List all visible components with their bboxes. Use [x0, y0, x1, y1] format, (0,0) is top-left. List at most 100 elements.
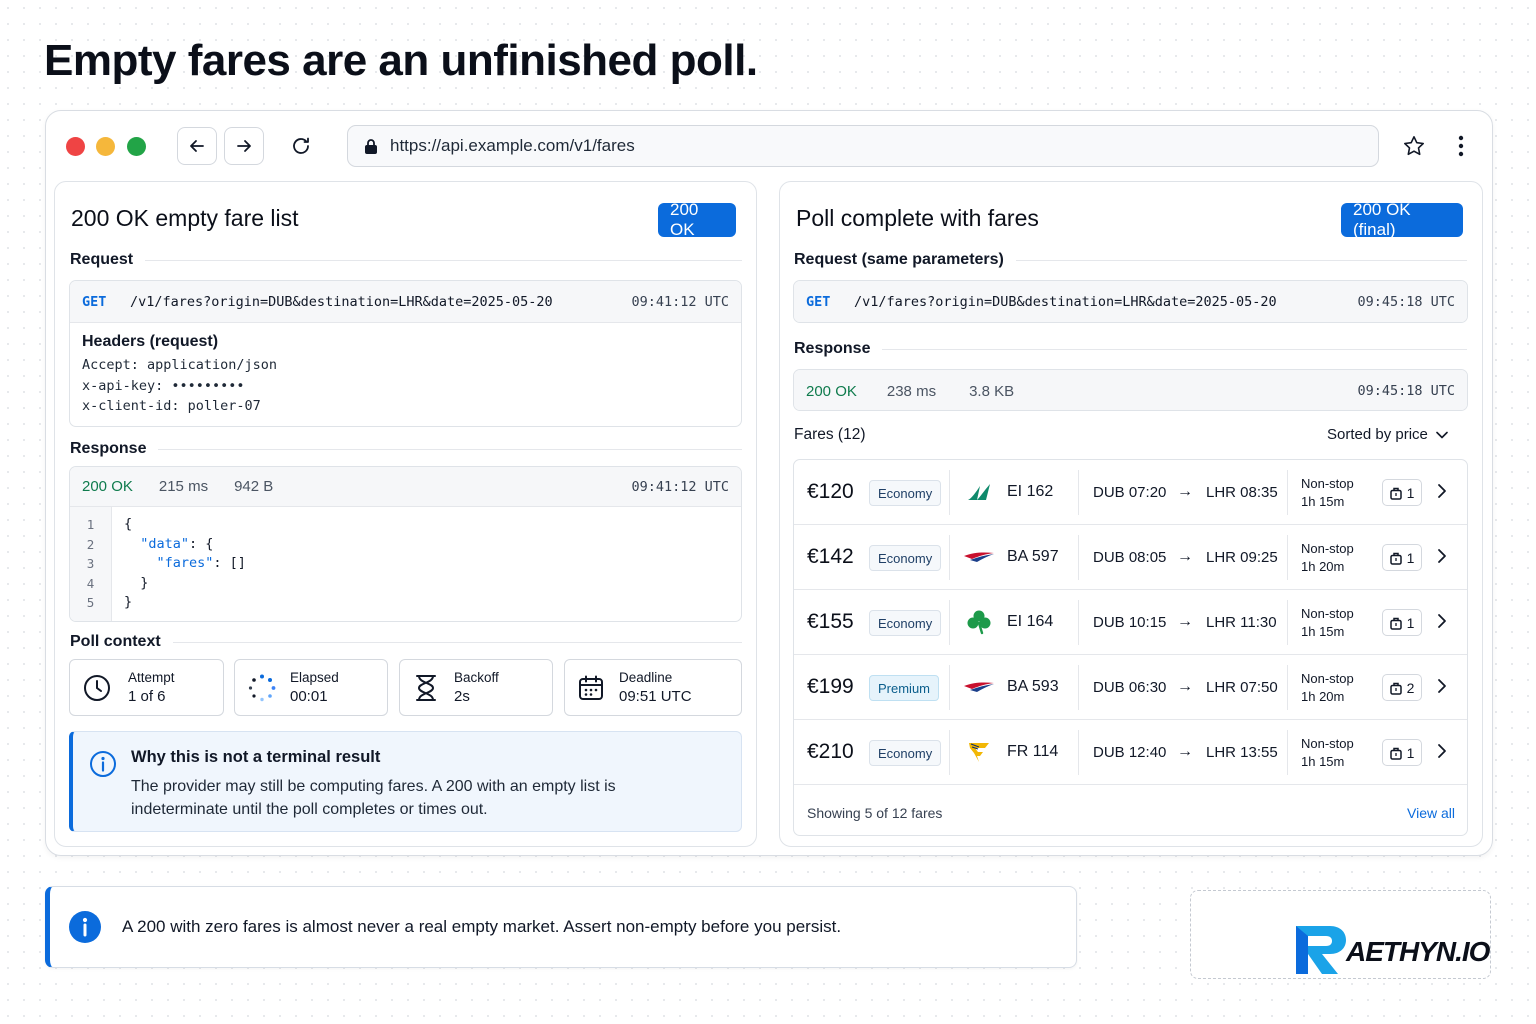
- aer-lingus-logo: [964, 478, 994, 506]
- departure: DUB 08:05: [1093, 549, 1167, 566]
- duration: 1h 15m: [1301, 754, 1345, 769]
- json-punctuation: }: [124, 574, 149, 591]
- duration: 1h 15m: [1301, 624, 1345, 639]
- seats-count: 1: [1406, 614, 1415, 631]
- bag-icon: [1389, 487, 1402, 500]
- more-menu-button[interactable]: [1444, 128, 1478, 164]
- line-number: 4: [86, 575, 95, 591]
- right-response-box: 200 OK 238 ms 3.8 KB 09:45:18 UTC: [793, 369, 1468, 411]
- json-punctuation: [124, 536, 140, 552]
- json-code-view: 1 2 3 4 5 { "data": { "fares": [] }}: [70, 507, 741, 621]
- bag-icon: [1389, 617, 1402, 630]
- arrow-right-icon: →: [1177, 743, 1193, 760]
- request-timestamp: 09:45:18 UTC: [1357, 294, 1455, 310]
- fare-price: €142: [807, 545, 854, 568]
- flight-number: BA 593: [1007, 678, 1059, 695]
- chevron-right-icon[interactable]: [1437, 676, 1447, 696]
- shamrock-logo: [964, 608, 994, 636]
- chevron-right-icon[interactable]: [1437, 741, 1447, 761]
- request-path: /v1/fares?origin=DUB&destination=LHR&dat…: [130, 293, 553, 310]
- poll-elapsed-label: Elapsed: [290, 670, 339, 685]
- clock-icon: [84, 674, 110, 701]
- fare-row[interactable]: €120 Economy EI 162 DUB 07:20 → LHR 08:3…: [794, 460, 1467, 525]
- info-icon: [69, 911, 101, 943]
- request-timestamp: 09:41:12 UTC: [631, 293, 729, 310]
- spinner-icon: [248, 674, 276, 701]
- reload-icon: [293, 137, 309, 154]
- note-title: Why this is not a terminal result: [131, 748, 381, 766]
- code-line: "fares": []: [124, 554, 246, 574]
- line-number-gutter: 1 2 3 4 5: [70, 507, 112, 621]
- json-punctuation: }: [124, 594, 133, 610]
- code-line: {: [124, 515, 246, 535]
- left-request-box: GET /v1/fares?origin=DUB&destination=LHR…: [69, 280, 742, 427]
- address-bar[interactable]: https://api.example.com/v1/fares: [347, 125, 1379, 167]
- british-airways-logo: [964, 543, 994, 571]
- url-text[interactable]: https://api.example.com/v1/fares: [390, 136, 635, 155]
- back-button[interactable]: [177, 127, 217, 165]
- forward-button[interactable]: [224, 127, 264, 165]
- response-latency: 238 ms: [886, 382, 937, 400]
- code-line: "data": {: [124, 535, 246, 555]
- sort-dropdown[interactable]: Sorted by price: [1327, 426, 1448, 443]
- stops: Non-stop: [1301, 736, 1354, 751]
- chevron-right-icon[interactable]: [1437, 611, 1447, 631]
- arrival: LHR 08:35: [1206, 484, 1278, 501]
- fare-row[interactable]: €142 Economy BA 597 DUB 08:05 → LHR 09:2…: [794, 525, 1467, 590]
- stops-info: Non-stop 1h 15m: [1301, 735, 1354, 771]
- poll-deadline-value: 09:51 UTC: [619, 688, 692, 705]
- reload-button[interactable]: [284, 127, 318, 165]
- right-request-heading: Request (same parameters): [794, 251, 1467, 269]
- window-close-dot[interactable]: [66, 137, 85, 156]
- bookmark-button[interactable]: [1397, 128, 1431, 164]
- request-method: GET: [806, 294, 831, 310]
- left-request-heading: Request: [70, 251, 742, 269]
- brand-mark-icon: [1296, 926, 1346, 974]
- seats-badge: 1: [1382, 544, 1422, 571]
- stops-info: Non-stop 1h 15m: [1301, 605, 1354, 641]
- cabin-badge: Economy: [869, 480, 942, 506]
- left-response-line: 200 OK 215 ms 942 B 09:41:12 UTC: [70, 467, 741, 507]
- request-path: /v1/fares?origin=DUB&destination=LHR&dat…: [854, 294, 1277, 310]
- cabin-badge: Economy: [869, 740, 942, 766]
- json-punctuation: {: [124, 516, 133, 532]
- line-number: 2: [86, 536, 95, 552]
- poll-context-heading: Poll context: [70, 633, 742, 651]
- seats-badge: 2: [1382, 674, 1422, 701]
- british-airways-logo: [964, 673, 994, 701]
- lock-icon: [365, 138, 377, 154]
- fares-showing-count: Showing 5 of 12 fares: [807, 805, 943, 821]
- window-minimize-dot[interactable]: [96, 137, 115, 156]
- flight-number: FR 114: [1007, 743, 1059, 760]
- request-method: GET: [82, 293, 107, 310]
- seats-badge: 1: [1382, 609, 1422, 636]
- ryanair-logo: [964, 738, 994, 766]
- chevron-right-icon[interactable]: [1437, 546, 1447, 566]
- departure: DUB 12:40: [1093, 744, 1167, 761]
- fare-row[interactable]: €199 Premium BA 593 DUB 06:30 → LHR 07:5…: [794, 655, 1467, 720]
- code-line: }: [124, 593, 246, 613]
- left-response-label: Response: [70, 440, 147, 457]
- chevron-right-icon[interactable]: [1437, 481, 1447, 501]
- json-key: "data": [140, 535, 190, 552]
- fare-price: €210: [807, 740, 854, 763]
- seats-count: 2: [1406, 679, 1415, 696]
- kebab-menu-icon: [1458, 135, 1464, 157]
- duration: 1h 20m: [1301, 559, 1345, 574]
- response-size: 3.8 KB: [969, 382, 1015, 400]
- right-request-box: GET /v1/fares?origin=DUB&destination=LHR…: [793, 280, 1468, 323]
- response-size: 942 B: [234, 478, 274, 495]
- window-maximize-dot[interactable]: [127, 137, 146, 156]
- response-latency: 215 ms: [158, 478, 209, 495]
- poll-backoff-card: Backoff 2s: [399, 659, 553, 716]
- stops: Non-stop: [1301, 541, 1354, 556]
- fare-row[interactable]: €155 Economy EI 164 DUB 10:15 → LHR 11:3…: [794, 590, 1467, 655]
- view-all-link[interactable]: View all: [1407, 805, 1455, 821]
- fare-row[interactable]: €210 Economy FR 114 DUB 12:40 → LHR 13:5…: [794, 720, 1467, 785]
- departure: DUB 06:30: [1093, 679, 1167, 696]
- arrow-left-icon: [190, 140, 204, 152]
- response-status: 200 OK: [806, 382, 857, 400]
- seats-count: 1: [1406, 744, 1415, 761]
- poll-elapsed-card: Elapsed 00:01: [234, 659, 388, 716]
- seats-badge: 1: [1382, 739, 1422, 766]
